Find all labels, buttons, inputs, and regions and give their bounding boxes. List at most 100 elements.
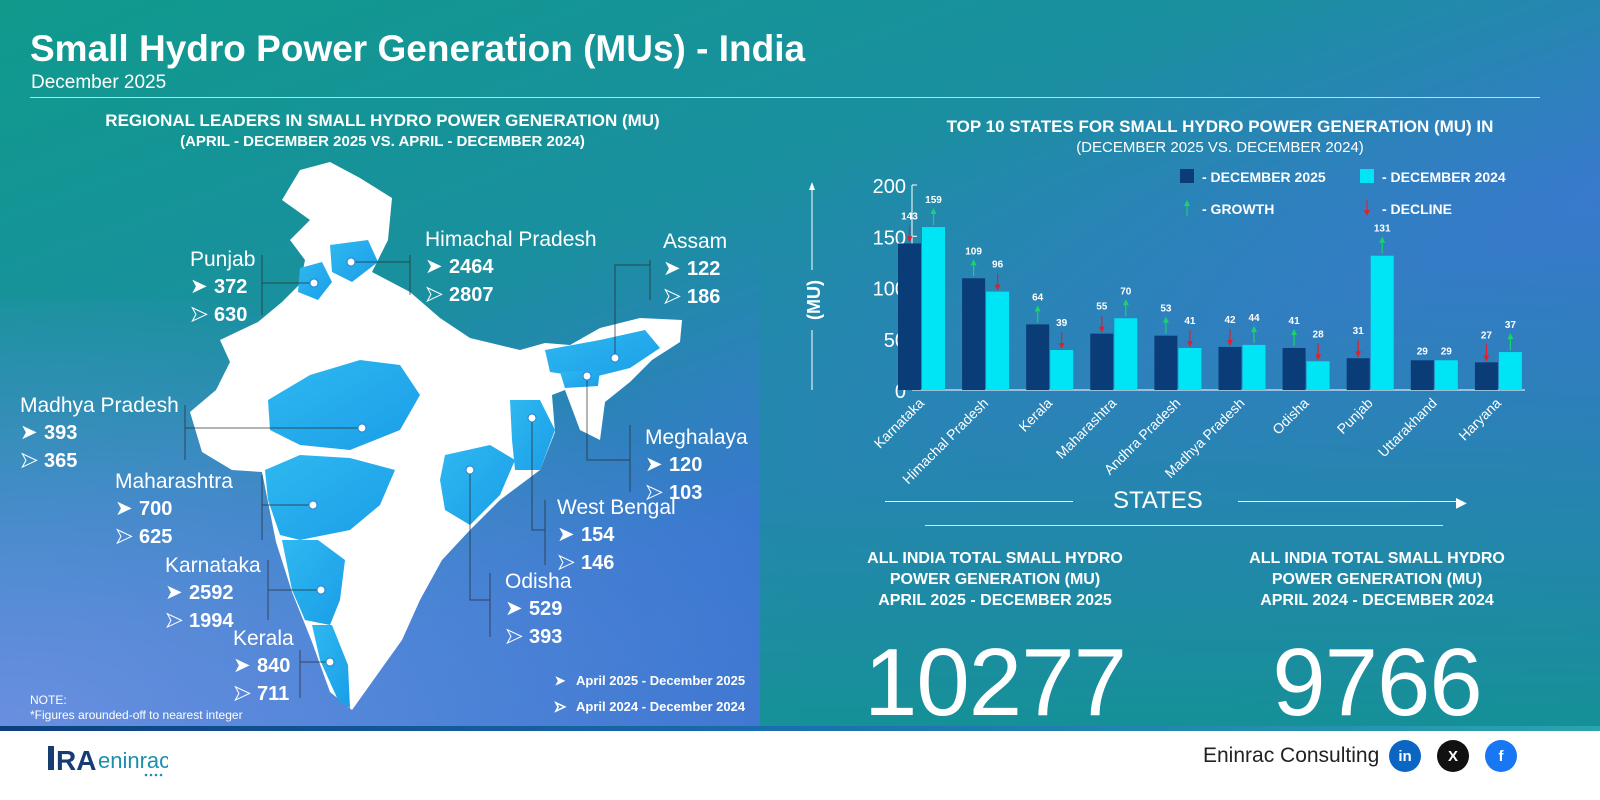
- linkedin-icon[interactable]: in: [1389, 740, 1421, 772]
- svg-text:eninrac: eninrac: [98, 748, 168, 773]
- india-map: [184, 162, 682, 710]
- facebook-icon[interactable]: f: [1485, 740, 1517, 772]
- x-tick-label: Odisha: [1269, 395, 1312, 438]
- state-previous: ➤ 625: [115, 523, 233, 551]
- divider: [925, 525, 1443, 526]
- state-name: Karnataka: [165, 554, 261, 577]
- state-current: ➤ 529: [505, 595, 572, 623]
- data-label: 64: [1032, 292, 1044, 303]
- chart-title: TOP 10 STATES FOR SMALL HYDRO POWER GENE…: [946, 117, 1494, 136]
- bar: [1242, 344, 1266, 390]
- state-callout: Meghalaya ➤ 120 ➤ 103: [645, 424, 748, 507]
- state-callout: West Bengal ➤ 154 ➤ 146: [557, 494, 676, 577]
- callout-lines: [184, 255, 651, 698]
- growth-arrow-icon: [1162, 316, 1169, 323]
- state-current: ➤ 372: [190, 273, 255, 301]
- legend-swatch: [1360, 169, 1374, 183]
- data-label: 37: [1505, 320, 1517, 331]
- outline-arrow-icon: ➤: [115, 525, 134, 549]
- legend-current: ➤ April 2025 - December 2025: [552, 668, 746, 694]
- state-previous: ➤ 103: [645, 479, 748, 507]
- x-tick-label: Uttarakhand: [1375, 395, 1440, 460]
- decline-arrow-icon: [1058, 343, 1065, 350]
- outline-arrow-icon: ➤: [663, 285, 682, 309]
- data-label: 41: [1184, 316, 1196, 327]
- chart-subtitle: (DECEMBER 2025 VS. DECEMBER 2024): [1076, 139, 1364, 156]
- filled-arrow-icon: ➤: [645, 453, 663, 476]
- filled-arrow-icon: ➤: [557, 523, 575, 546]
- region-maharashtra: [265, 455, 395, 540]
- state-name: Odisha: [505, 570, 572, 593]
- decline-arrow-icon: [1098, 326, 1105, 333]
- current-value: 122: [687, 258, 721, 280]
- decline-arrow-icon: [1355, 351, 1362, 358]
- filled-arrow-icon: ➤: [505, 597, 523, 620]
- previous-value: 711: [257, 683, 290, 705]
- filled-arrow-icon: ➤: [425, 255, 443, 278]
- legend-label: - GROWTH: [1202, 201, 1274, 217]
- state-current: ➤ 840: [233, 652, 294, 680]
- state-callout: Madhya Pradesh ➤ 393 ➤ 365: [20, 392, 179, 475]
- state-current: ➤ 120: [645, 451, 748, 479]
- current-value: 840: [257, 655, 291, 677]
- decline-arrow-icon: [1364, 210, 1370, 216]
- y-tick-label: 0: [895, 381, 906, 403]
- map-subtitle: (APRIL - DECEMBER 2025 VS. APRIL - DECEM…: [180, 133, 585, 150]
- region-assam: [545, 330, 660, 378]
- note-label: NOTE:: [30, 693, 67, 707]
- divider: [1238, 501, 1463, 502]
- bar: [1370, 255, 1394, 390]
- current-value: 154: [581, 524, 615, 546]
- x-icon[interactable]: X: [1437, 740, 1469, 772]
- bar: [1434, 360, 1458, 390]
- data-label: 29: [1441, 346, 1453, 357]
- bar: [1346, 358, 1370, 390]
- bar-chart: 050100150200(MU)143159Karnataka10996Hima…: [804, 169, 1525, 487]
- total-previous-value: 9766: [1272, 629, 1483, 736]
- growth-arrow-icon: [1184, 200, 1190, 206]
- x-tick-label: Maharashtra: [1053, 395, 1120, 462]
- chart-section-title: TOP 10 STATES FOR SMALL HYDRO POWER GENE…: [880, 116, 1560, 158]
- data-label: 27: [1481, 330, 1493, 341]
- growth-arrow-icon: [1379, 236, 1386, 243]
- filled-arrow-icon: ➤: [663, 257, 681, 280]
- map-section-title: REGIONAL LEADERS IN SMALL HYDRO POWER GE…: [30, 110, 735, 152]
- region-kerala: [312, 625, 350, 708]
- state-previous: ➤ 393: [505, 623, 572, 651]
- state-name: Meghalaya: [645, 426, 748, 449]
- page-title: Small Hydro Power Generation (MUs) - Ind…: [30, 28, 806, 69]
- bar: [1050, 350, 1074, 390]
- y-tick-label: 200: [873, 176, 906, 198]
- previous-value: 625: [139, 526, 173, 548]
- bar: [1410, 360, 1434, 390]
- y-tick-label: 100: [873, 279, 906, 301]
- bar: [962, 278, 986, 390]
- growth-arrow-icon: [970, 259, 977, 266]
- divider: [885, 501, 1073, 502]
- growth-arrow-icon: [1034, 305, 1041, 312]
- location-dots: [308, 257, 620, 667]
- total-label-line: POWER GENERATION (MU): [889, 571, 1101, 588]
- state-callout: Kerala ➤ 840 ➤ 711: [233, 625, 294, 708]
- state-callout: Odisha ➤ 529 ➤ 393: [505, 568, 572, 651]
- previous-value: 1994: [189, 610, 234, 632]
- filled-arrow-icon: ➤: [115, 497, 133, 520]
- data-label: 96: [992, 260, 1004, 271]
- previous-value: 630: [214, 304, 248, 326]
- data-label: 131: [1374, 224, 1391, 235]
- x-tick-label: Karnataka: [871, 395, 928, 452]
- previous-value: 186: [687, 286, 721, 308]
- bar: [1306, 361, 1330, 390]
- svg-text:RA: RA: [56, 745, 96, 776]
- region-karnataka: [282, 540, 345, 625]
- total-label-line: APRIL 2025 - DECEMBER 2025: [878, 592, 1112, 609]
- decline-arrow-icon: [906, 236, 913, 243]
- total-label-line: APRIL 2024 - DECEMBER 2024: [1260, 592, 1494, 609]
- company-logo: RA eninrac: [48, 742, 170, 783]
- data-label: 55: [1096, 302, 1108, 313]
- data-label: 44: [1248, 313, 1260, 324]
- growth-arrow-icon: [1507, 333, 1514, 340]
- outline-arrow-icon: ➤: [645, 481, 664, 505]
- state-previous: ➤ 146: [557, 549, 676, 577]
- legend-swatch: [1180, 169, 1194, 183]
